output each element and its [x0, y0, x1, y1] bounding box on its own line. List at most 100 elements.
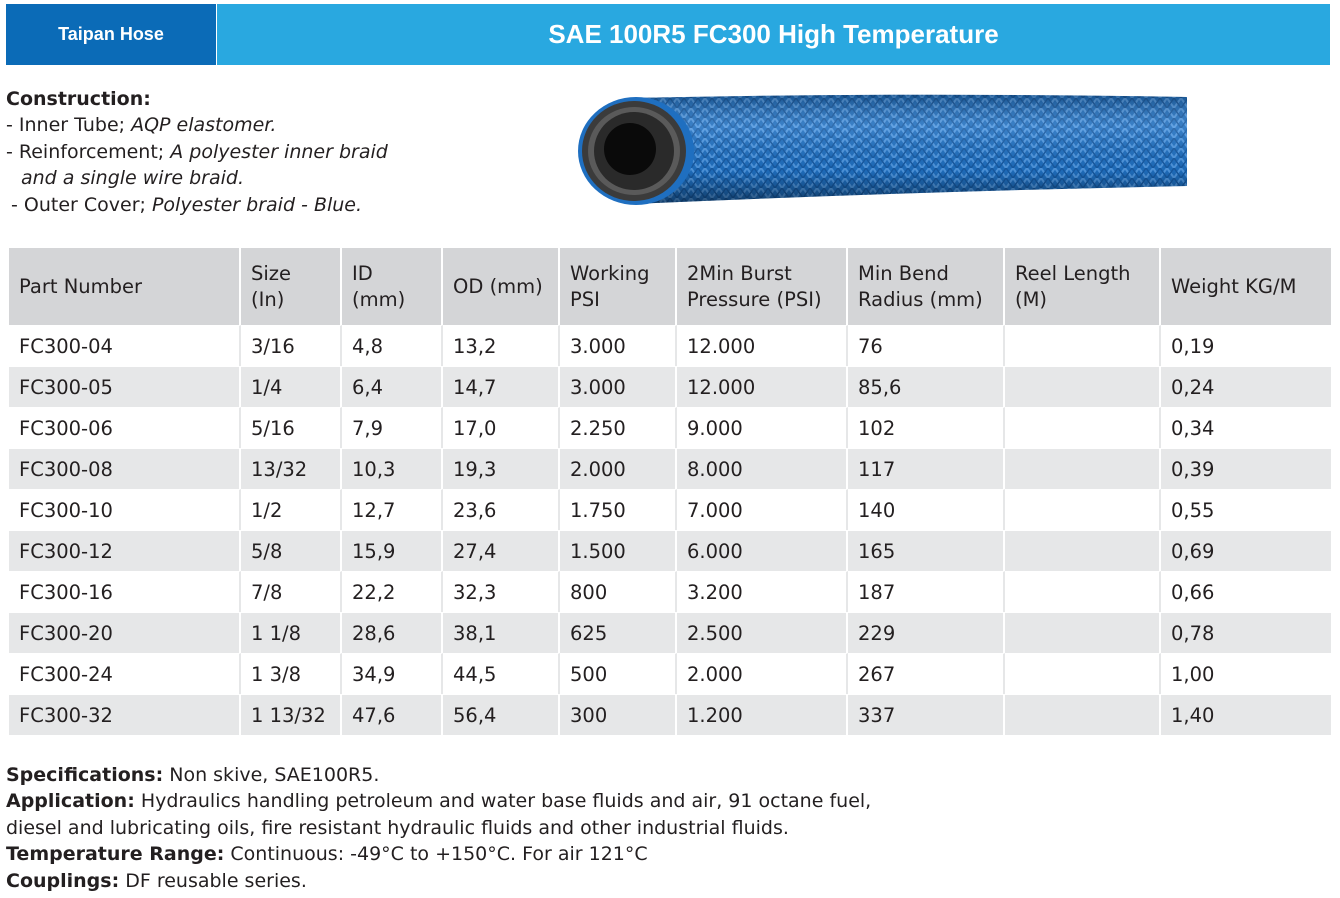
specifications-label: Specifications: [6, 764, 164, 786]
table-cell: 102 [848, 407, 1005, 448]
table-cell: 2.250 [560, 407, 677, 448]
page-title: SAE 100R5 FC300 High Temperature [217, 4, 1330, 65]
construction-inner-tube: - Inner Tube; AQP elastomer. [6, 112, 476, 138]
temperature-line: Temperature Range: Continuous: -49°C to … [6, 841, 1006, 867]
table-row: FC300-20 1 1/8 28,6 38,1 625 2.500 229 0,78 [9, 612, 1331, 653]
table-cell: 2.000 [560, 448, 677, 489]
table-cell [1005, 489, 1161, 530]
table-cell: 12,7 [342, 489, 443, 530]
table-cell: FC300-08 [9, 448, 241, 489]
column-header: Min Bend Radius (mm) [848, 248, 1005, 325]
table-cell: 19,3 [443, 448, 560, 489]
table-cell: 44,5 [443, 653, 560, 694]
table-header-row: Part Number Size (In) ID (mm) OD (mm) Wo… [9, 248, 1331, 325]
column-header: OD (mm) [443, 248, 560, 325]
column-header: 2Min Burst Pressure (PSI) [677, 248, 848, 325]
table-cell: 800 [560, 571, 677, 612]
table-cell: 3.000 [560, 366, 677, 407]
table-row: FC300-08 13/32 10,3 19,3 2.000 8.000 117 0,39 [9, 448, 1331, 489]
construction-reinforcement-cont: and a single wire braid. [6, 165, 476, 191]
hose-image [578, 94, 1187, 205]
table-cell: 23,6 [443, 489, 560, 530]
table-cell [1005, 612, 1161, 653]
couplings-label: Couplings: [6, 869, 120, 892]
reinforcement-label: - Reinforcement; [6, 140, 171, 163]
table-cell: 229 [848, 612, 1005, 653]
table-cell: 1 3/8 [241, 653, 342, 694]
header-bar: Taipan Hose SAE 100R5 FC300 High Tempera… [6, 4, 1330, 65]
table-cell: 337 [848, 694, 1005, 735]
temperature-value: Continuous: -49°C to +150°C. For air 121… [224, 843, 648, 866]
table-cell: FC300-04 [9, 325, 241, 366]
table-cell [1005, 366, 1161, 407]
table-cell [1005, 530, 1161, 571]
outer-cover-label: - Outer Cover; [11, 193, 152, 216]
table-cell: 8.000 [677, 448, 848, 489]
table-cell: 10,3 [342, 448, 443, 489]
table-row: FC300-10 1/2 12,7 23,6 1.750 7.000 140 0,55 [9, 489, 1331, 530]
construction-reinforcement: - Reinforcement; A polyester inner braid [6, 139, 476, 165]
construction-section: Construction: - Inner Tube; AQP elastome… [6, 86, 476, 218]
table-cell: 1,00 [1161, 653, 1331, 694]
table-cell: 500 [560, 653, 677, 694]
table-cell: 625 [560, 612, 677, 653]
table-row: FC300-12 5/8 15,9 27,4 1.500 6.000 165 0,69 [9, 530, 1331, 571]
column-header: Reel Length (M) [1005, 248, 1161, 325]
table-cell: 3.200 [677, 571, 848, 612]
table-cell: 12.000 [677, 325, 848, 366]
table-cell: FC300-32 [9, 694, 241, 735]
table-cell: 117 [848, 448, 1005, 489]
table-cell: 3.000 [560, 325, 677, 366]
table-cell [1005, 448, 1161, 489]
table-cell: 47,6 [342, 694, 443, 735]
table-cell: 1 13/32 [241, 694, 342, 735]
table-cell: 56,4 [443, 694, 560, 735]
construction-heading: Construction: [6, 88, 151, 110]
table-cell: 1/4 [241, 366, 342, 407]
table-cell [1005, 653, 1161, 694]
table-cell: 22,2 [342, 571, 443, 612]
column-header: Weight KG/M [1161, 248, 1331, 325]
table-row: FC300-06 5/16 7,9 17,0 2.250 9.000 102 0,34 [9, 407, 1331, 448]
table-cell: 14,7 [443, 366, 560, 407]
table-cell: 1.500 [560, 530, 677, 571]
application-label: Application: [6, 790, 135, 813]
table-cell: 12.000 [677, 366, 848, 407]
table-cell: 6,4 [342, 366, 443, 407]
table-cell: 0,24 [1161, 366, 1331, 407]
table-row: FC300-32 1 13/32 47,6 56,4 300 1.200 337 1,40 [9, 694, 1331, 735]
table-cell: 7/8 [241, 571, 342, 612]
table-row: FC300-04 3/16 4,8 13,2 3.000 12.000 76 0,19 [9, 325, 1331, 366]
table-cell: 0,34 [1161, 407, 1331, 448]
table-row: FC300-24 1 3/8 34,9 44,5 500 2.000 267 1,00 [9, 653, 1331, 694]
table-cell: 3/16 [241, 325, 342, 366]
table-cell: 13/32 [241, 448, 342, 489]
table-row: FC300-05 1/4 6,4 14,7 3.000 12.000 85,6 0,24 [9, 366, 1331, 407]
table-cell: 6.000 [677, 530, 848, 571]
brand-label: Taipan Hose [6, 4, 216, 65]
column-header: Size (In) [241, 248, 342, 325]
outer-cover-value: Polyester braid - Blue. [151, 193, 363, 216]
table-cell: 0,39 [1161, 448, 1331, 489]
reinforcement-value-2: and a single wire braid. [21, 167, 245, 190]
table-cell: 38,1 [443, 612, 560, 653]
table-cell: 2.000 [677, 653, 848, 694]
table-cell: 0,78 [1161, 612, 1331, 653]
table-cell: 76 [848, 325, 1005, 366]
table-cell: 7,9 [342, 407, 443, 448]
table-cell: 1 1/8 [241, 612, 342, 653]
table-cell: 1/2 [241, 489, 342, 530]
couplings-line: Couplings: DF reusable series. [6, 868, 1006, 894]
application-line-cont: diesel and lubricating oils, fire resist… [6, 816, 789, 839]
construction-outer-cover: - Outer Cover; Polyester braid - Blue. [6, 192, 476, 218]
table-cell: FC300-06 [9, 407, 241, 448]
table-cell: 5/16 [241, 407, 342, 448]
table-cell: 0,55 [1161, 489, 1331, 530]
table-cell: 9.000 [677, 407, 848, 448]
table-cell: FC300-05 [9, 366, 241, 407]
table-cell: 1,40 [1161, 694, 1331, 735]
table-cell: 34,9 [342, 653, 443, 694]
table-cell: 5/8 [241, 530, 342, 571]
table-cell: 0,66 [1161, 571, 1331, 612]
inner-tube-value: AQP elastomer. [131, 114, 277, 137]
